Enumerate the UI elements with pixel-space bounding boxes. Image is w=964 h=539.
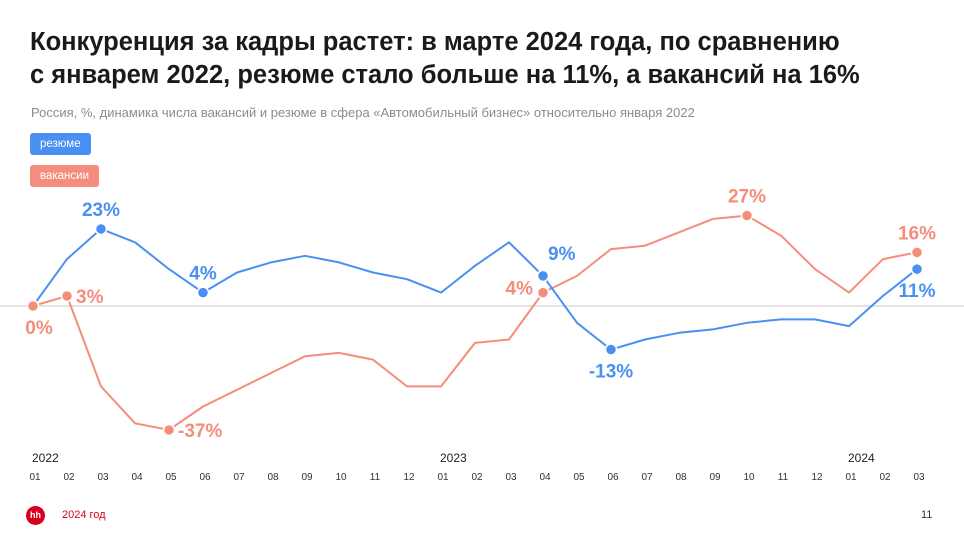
series-line-vacancies: [32, 214, 918, 431]
x-tick-label: 06: [607, 472, 619, 483]
x-year-label: 2022: [32, 451, 59, 465]
x-tick-label: 02: [63, 472, 75, 483]
x-tick-label: 12: [403, 472, 415, 483]
series-line-resume: [32, 227, 918, 351]
hh-logo: hh: [26, 506, 45, 525]
data-point-vacancies: [740, 209, 754, 222]
data-label-vacancies: 3%: [76, 287, 104, 308]
chart-title-line2: с январем 2022, резюме стало больше на 1…: [30, 61, 860, 89]
data-label-resume: -13%: [589, 362, 633, 383]
data-label-vacancies: 0%: [25, 318, 53, 339]
chart-title-line1: Конкуренция за кадры растет: в марте 202…: [30, 28, 840, 56]
x-tick-label: 04: [131, 472, 143, 483]
data-point-vacancies: [60, 289, 74, 303]
x-tick-label: 03: [97, 472, 109, 483]
x-tick-label: 06: [199, 472, 211, 483]
x-tick-label: 03: [913, 472, 925, 483]
data-label-vacancies: 27%: [728, 187, 766, 208]
x-tick-label: 04: [539, 472, 551, 483]
x-tick-label: 01: [845, 472, 857, 483]
x-tick-label: 09: [301, 472, 313, 483]
data-label-vacancies: 16%: [898, 223, 936, 244]
x-tick-label: 05: [573, 472, 585, 483]
x-year-label: 2024: [848, 451, 875, 465]
x-tick-label: 08: [267, 472, 279, 483]
x-tick-label: 09: [709, 472, 721, 483]
x-tick-label: 03: [505, 472, 517, 483]
x-tick-label: 11: [778, 472, 789, 483]
data-label-vacancies: 4%: [506, 279, 534, 300]
chart-subtitle: Россия, %, динамика числа вакансий и рез…: [31, 105, 695, 120]
x-tick-label: 10: [335, 472, 347, 483]
data-point-resume: [604, 343, 618, 356]
page-number: 11: [921, 509, 933, 521]
x-tick-label: 11: [370, 472, 381, 483]
data-label-resume: 9%: [548, 244, 576, 265]
x-tick-label: 05: [165, 472, 177, 483]
x-year-label: 2023: [440, 451, 467, 465]
x-tick-label: 02: [879, 472, 891, 483]
chart-title: Конкуренция за кадры растет: в марте 202…: [30, 26, 930, 92]
x-tick-label: 01: [29, 472, 41, 483]
x-tick-label: 07: [641, 472, 653, 483]
data-point-vacancies: [162, 423, 176, 437]
data-point-resume: [536, 269, 550, 283]
legend-item-resume: резюме: [30, 133, 91, 155]
x-tick-label: 01: [437, 472, 449, 483]
data-point-vacancies: [26, 299, 40, 313]
data-label-vacancies: -37%: [178, 421, 222, 442]
data-point-resume: [910, 262, 924, 276]
x-tick-label: 02: [471, 472, 483, 483]
data-label-resume: 23%: [82, 200, 120, 221]
data-label-resume: 4%: [189, 264, 217, 285]
data-point-resume: [94, 222, 108, 236]
x-tick-label: 08: [675, 472, 687, 483]
x-tick-label: 12: [811, 472, 823, 483]
data-point-vacancies: [910, 246, 924, 259]
x-tick-label: 07: [233, 472, 245, 483]
x-tick-label: 10: [743, 472, 755, 483]
data-point-vacancies: [536, 286, 550, 299]
data-point-resume: [196, 286, 210, 299]
footer-source: 2024 год: [62, 509, 106, 521]
data-label-resume: 11%: [899, 281, 936, 302]
legend-item-vacancies: вакансии: [30, 165, 100, 187]
